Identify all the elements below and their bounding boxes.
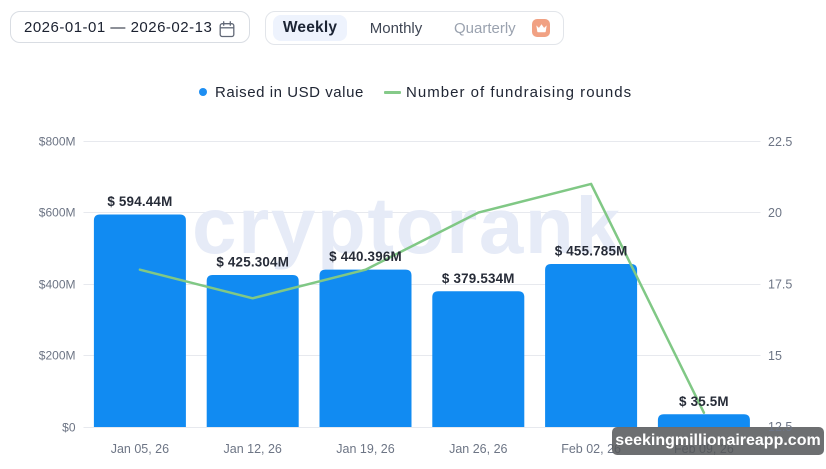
svg-text:$600M: $600M <box>39 206 76 220</box>
svg-text:Jan 12, 26: Jan 12, 26 <box>224 442 282 456</box>
svg-text:$ 35.5M: $ 35.5M <box>679 394 729 409</box>
svg-text:Jan 26, 26: Jan 26, 26 <box>449 442 507 456</box>
svg-text:$ 455.785M: $ 455.785M <box>555 244 628 259</box>
svg-text:$800M: $800M <box>39 135 76 149</box>
svg-text:$0: $0 <box>62 421 76 435</box>
svg-text:$ 440.396M: $ 440.396M <box>329 249 402 264</box>
svg-text:Jan 05, 26: Jan 05, 26 <box>111 442 169 456</box>
svg-text:$ 594.44M: $ 594.44M <box>107 194 172 209</box>
svg-text:$ 425.304M: $ 425.304M <box>216 255 289 270</box>
svg-text:Feb 02, 26: Feb 02, 26 <box>561 442 621 456</box>
svg-text:15: 15 <box>768 349 782 363</box>
svg-text:Jan 19, 26: Jan 19, 26 <box>336 442 394 456</box>
svg-text:20: 20 <box>768 206 782 220</box>
svg-text:$200M: $200M <box>39 349 76 363</box>
svg-text:17.5: 17.5 <box>768 278 792 292</box>
svg-text:22.5: 22.5 <box>768 135 792 149</box>
svg-text:$400M: $400M <box>39 278 76 292</box>
svg-text:$ 379.534M: $ 379.534M <box>442 271 515 286</box>
